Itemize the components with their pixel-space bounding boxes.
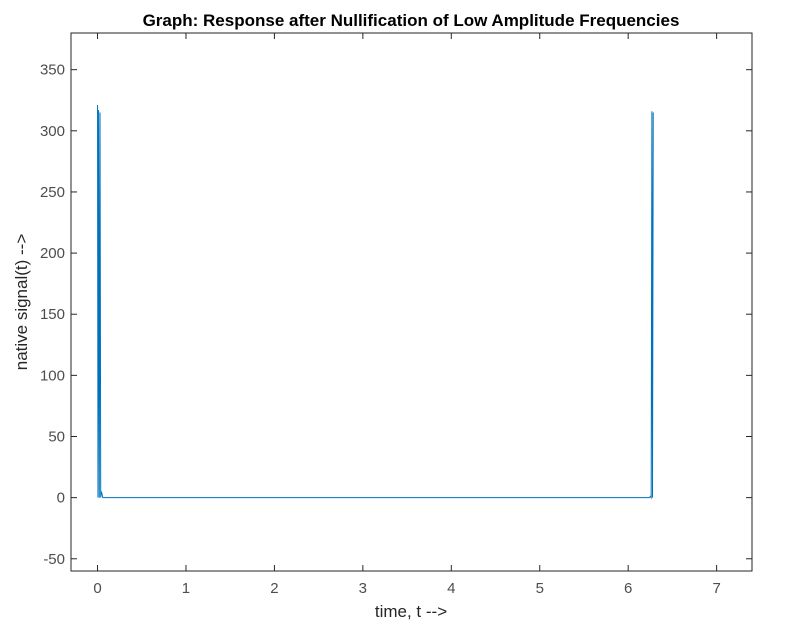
x-tick-label: 1 [182,580,190,597]
x-tick-label: 0 [93,580,101,597]
y-axis-label: native signal(t) --> [12,234,31,371]
y-tick-label: 150 [40,306,65,323]
y-tick-label: 50 [48,429,65,446]
x-tick-label: 5 [536,580,544,597]
chart-marks [97,105,654,500]
plot-area [71,33,752,571]
x-tick-label: 6 [624,580,632,597]
axes: 0 1 2 3 4 5 6 7 -50 0 50 100 150 200 250 300 350 [40,32,753,597]
chart-title: Graph: Response after Nullification of L… [143,11,680,30]
y-tick-label: 300 [40,123,65,140]
y-tick-label: 250 [40,184,65,201]
x-tick-label: 2 [270,580,278,597]
x-tick-label: 4 [447,580,455,597]
y-tick-label: 200 [40,245,65,262]
y-tick-label: 100 [40,367,65,384]
x-tick-label: 7 [712,580,720,597]
x-axis-label: time, t --> [375,602,447,621]
x-tick-label: 3 [359,580,367,597]
y-tick-label: 0 [57,490,65,507]
axes-box [70,32,753,572]
series-line-0 [97,105,654,500]
y-tick-label: 350 [40,62,65,79]
y-tick-label: -50 [43,551,65,568]
